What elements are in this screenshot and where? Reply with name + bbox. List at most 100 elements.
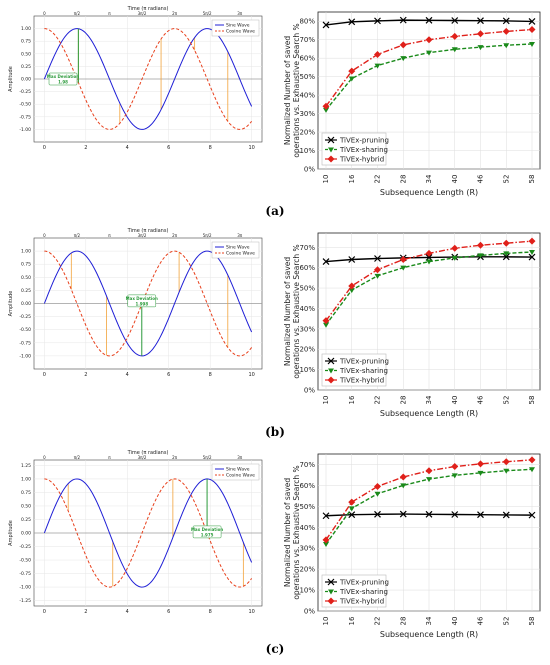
data-point-triangle (348, 288, 355, 294)
top-tick-label: π/2 (74, 233, 81, 238)
top-tick-label: 5π/2 (203, 233, 212, 238)
y-tick-label: 0.00 (21, 301, 31, 307)
y-tick-label: 40% (299, 92, 315, 100)
data-point-x (425, 510, 433, 518)
top-tick-label: 3π/2 (138, 455, 147, 460)
x-tick-label: 10 (248, 145, 254, 151)
top-tick-label: 3π/2 (138, 233, 147, 238)
y-tick-label: 10% (299, 366, 315, 374)
x-tick-label: 4 (126, 145, 129, 151)
x-tick-label: 10 (248, 372, 254, 378)
y-tick-label: 50% (299, 73, 315, 81)
max-deviation-value: 1.98 (58, 80, 68, 85)
x-tick-label: 16 (348, 616, 356, 625)
data-point-triangle (374, 273, 381, 279)
legend-box (211, 241, 260, 259)
wave-line-1 (44, 250, 253, 357)
x-axis-label: Subsequence Length (R) (380, 630, 478, 639)
data-point-x (322, 512, 330, 520)
y-tick-label: 0.75 (21, 39, 31, 45)
legend-label: TiVEx-sharing (339, 146, 388, 154)
data-point-triangle (328, 368, 334, 374)
data-point-diamond (425, 467, 433, 475)
y-axis-label: Amplitude (8, 291, 14, 317)
y-tick-label: 0% (304, 166, 315, 174)
top-tick-label: π (108, 233, 111, 238)
x-tick-label: 46 (477, 616, 485, 625)
data-point-x (425, 16, 433, 24)
x-tick-label: 10 (322, 396, 330, 405)
data-point-diamond (399, 473, 407, 481)
x-axis-label: Subsequence Length (R) (380, 409, 478, 418)
top-tick-label: π/2 (74, 455, 81, 460)
y-tick-label: -1.00 (19, 585, 31, 591)
data-point-triangle (328, 589, 334, 595)
data-point-triangle (477, 253, 484, 259)
y-tick-label: 1.00 (21, 249, 31, 255)
data-point-triangle (323, 107, 329, 113)
legend-box (211, 19, 260, 37)
x-tick-label: 0 (43, 609, 46, 615)
legend-label: TiVEx-pruning (339, 358, 389, 366)
y-tick-label: 0% (304, 608, 315, 616)
y-tick-label: -0.25 (19, 89, 31, 95)
data-point-x (348, 511, 356, 519)
data-point-x (399, 510, 407, 518)
top-tick-label: 3π/2 (138, 11, 147, 16)
data-point-diamond (477, 30, 484, 38)
x-tick-label: 58 (528, 175, 536, 184)
data-point-diamond (374, 266, 381, 274)
top-tick-label: 0 (43, 455, 46, 460)
data-point-triangle (374, 63, 381, 69)
y-tick-label: 20% (299, 129, 315, 137)
data-point-x (322, 258, 330, 265)
legend-label: TiVEx-hybrid (339, 377, 384, 385)
data-point-x (502, 253, 510, 261)
data-point-diamond (348, 67, 356, 75)
x-tick-label: 22 (374, 175, 382, 184)
max-deviation-value: 1.975 (201, 532, 214, 537)
y-axis-label: Amplitude (8, 66, 14, 92)
y-axis-label-line1: Normalized Number of saved (283, 478, 292, 588)
x-tick-label: 46 (477, 395, 485, 404)
data-point-diamond (477, 460, 484, 468)
data-point-triangle (374, 491, 381, 497)
wave-line-1 (44, 478, 253, 588)
x-tick-label: 52 (502, 617, 510, 626)
y-axis-label-line1: Normalized Number of saved (283, 257, 292, 367)
data-point-triangle (503, 43, 510, 49)
x-tick-label: 22 (374, 617, 382, 626)
y-tick-label: 30% (299, 325, 315, 333)
x-tick-label: 28 (399, 175, 407, 184)
data-point-x (451, 511, 459, 518)
top-tick-label: 0 (43, 233, 46, 238)
data-point-diamond (502, 239, 510, 247)
data-point-diamond (502, 458, 510, 466)
legend-label: TiVEx-hybrid (339, 598, 384, 606)
legend-label: TiVEx-pruning (339, 579, 389, 587)
x-tick-label: 16 (348, 174, 356, 183)
legend-label: TiVEx-pruning (339, 137, 389, 145)
top-tick-label: 3π (237, 11, 243, 16)
data-point-x (502, 511, 510, 519)
data-point-triangle (503, 468, 510, 474)
y-tick-label: -0.75 (19, 340, 31, 346)
y-axis-label-line2: operations vs. Exhaustive Search % (292, 244, 301, 378)
data-point-x (502, 17, 510, 25)
top-tick-label: 3π (237, 233, 243, 238)
max-deviation-box (48, 72, 78, 86)
top-tick-label: 5π/2 (203, 11, 212, 16)
x-tick-label: 10 (322, 175, 330, 184)
y-tick-label: -1.00 (19, 353, 31, 359)
data-point-diamond (425, 36, 433, 44)
x-tick-label: 52 (502, 396, 510, 405)
x-tick-label: 58 (528, 396, 536, 405)
y-tick-label: 0.25 (21, 64, 31, 70)
y-tick-label: 50% (299, 503, 315, 511)
x-tick-label: 0 (43, 372, 46, 378)
legend-box (211, 463, 260, 481)
data-point-diamond (425, 249, 433, 257)
data-point-triangle (400, 56, 407, 62)
legend-label: TiVEx-hybrid (339, 156, 384, 164)
data-point-diamond (374, 50, 381, 58)
